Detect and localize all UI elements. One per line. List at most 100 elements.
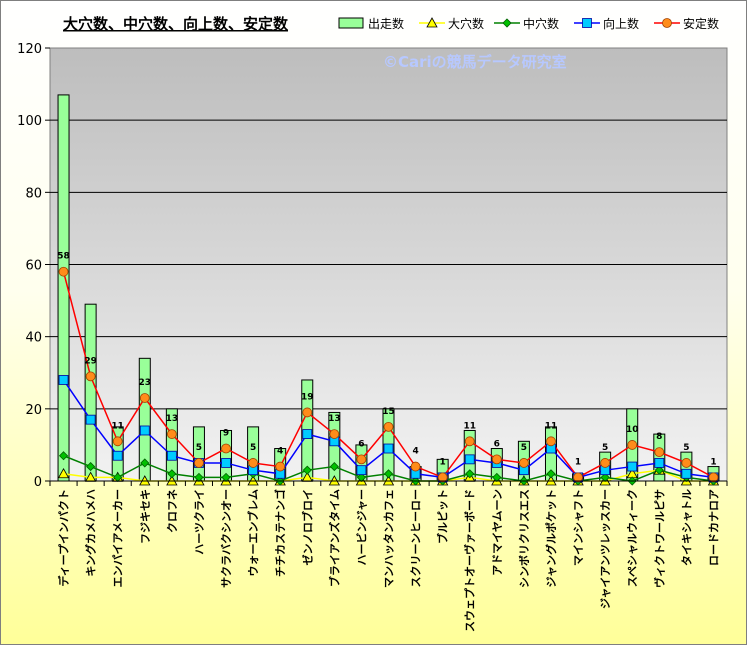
x-tick-label-0: ディープインパクト — [57, 489, 71, 587]
data-label-8: 4 — [277, 447, 283, 457]
point-安定数-14 — [437, 472, 448, 483]
y-tick-label-0: 0 — [34, 475, 42, 490]
point-中穴数-9 — [302, 465, 312, 475]
y-tick-label-40: 40 — [25, 331, 42, 346]
legend-label-大穴数: 大穴数 — [448, 16, 484, 31]
point-中穴数-10 — [329, 462, 339, 472]
data-label-18: 11 — [545, 421, 558, 431]
data-label-13: 4 — [412, 447, 418, 457]
x-tick-label-4: クロフネ — [166, 489, 179, 533]
bar-1 — [84, 303, 97, 482]
y-tick-label-80: 80 — [25, 186, 42, 201]
point-安定数-4 — [166, 429, 177, 439]
point-安定数-21 — [627, 440, 638, 450]
x-tick-label-3: フジキセキ — [139, 489, 152, 544]
point-安定数-16 — [491, 454, 502, 465]
point-安定数-5 — [194, 458, 204, 468]
point-安定数-1 — [85, 371, 96, 382]
point-安定数-18 — [546, 436, 556, 447]
x-tick-label-2: エンパイアメーカー — [112, 489, 125, 587]
point-向上数-4 — [166, 450, 177, 461]
x-tick-label-12: マンハッタンカフェ — [383, 489, 396, 588]
point-安定数-10 — [329, 429, 340, 439]
y-tick-label-60: 60 — [25, 259, 42, 274]
data-label-21: 10 — [626, 425, 639, 435]
point-安定数-12 — [383, 421, 394, 432]
data-label-0: 58 — [57, 252, 70, 262]
point-大穴数-0 — [57, 467, 70, 479]
data-label-5: 5 — [196, 443, 202, 453]
data-label-23: 5 — [683, 443, 689, 453]
legend-marker-安定数 — [662, 18, 672, 28]
grid-lines — [50, 119, 727, 410]
point-向上数-15 — [464, 454, 475, 465]
point-中穴数-15 — [465, 469, 475, 479]
point-向上数-2 — [112, 450, 123, 461]
x-tick-label-16: アドマイヤムーン — [491, 489, 504, 576]
point-安定数-20 — [600, 458, 611, 468]
x-tick-label-1: キングカメハメハ — [84, 489, 98, 577]
legend-marker-中穴数 — [502, 18, 512, 28]
x-tick-label-19: マインシャフト — [572, 489, 585, 566]
point-安定数-6 — [221, 443, 231, 454]
point-向上数-11 — [356, 465, 367, 476]
y-tick-label-20: 20 — [25, 403, 42, 418]
data-label-22: 8 — [656, 432, 662, 442]
x-tick-label-20: ジャイアンツレッスカー — [599, 489, 612, 609]
data-label-7: 5 — [250, 443, 256, 453]
y-tick-label-100: 100 — [17, 114, 42, 129]
legend-label-出走数: 出走数 — [368, 16, 404, 31]
data-label-11: 6 — [358, 439, 364, 449]
point-安定数-7 — [248, 458, 259, 468]
data-label-15: 11 — [463, 421, 476, 431]
point-向上数-22 — [654, 458, 665, 468]
watermark: ©Cariの競馬データ研究室 — [383, 53, 567, 71]
data-label-9: 19 — [301, 392, 314, 402]
point-中穴数-4 — [167, 469, 177, 479]
x-tick-label-24: ロードカナロア — [707, 489, 720, 566]
point-向上数-9 — [302, 429, 313, 439]
point-安定数-22 — [654, 447, 665, 458]
point-中穴数-18 — [546, 469, 556, 479]
x-tick-label-13: スクリーンヒーロー — [410, 489, 423, 587]
x-tick-label-21: スペシャルウィーク — [626, 489, 639, 587]
x-tick-label-10: ブライアンズタイム — [327, 489, 341, 587]
point-向上数-21 — [627, 461, 638, 472]
data-label-14: 1 — [440, 457, 446, 467]
data-label-2: 11 — [111, 421, 124, 431]
legend-label-向上数: 向上数 — [603, 16, 639, 31]
point-安定数-15 — [464, 436, 475, 447]
point-向上数-23 — [681, 468, 692, 479]
data-label-12: 15 — [382, 407, 395, 417]
point-安定数-8 — [275, 461, 286, 472]
legend-swatch-出走数 — [338, 17, 364, 29]
x-tick-label-18: ジャングルポケット — [544, 489, 558, 587]
point-安定数-11 — [356, 454, 367, 465]
point-向上数-0 — [58, 375, 69, 385]
legend-marker-大穴数 — [426, 17, 438, 28]
point-安定数-9 — [302, 407, 313, 418]
x-tick-label-5: ハーツクライ — [193, 489, 206, 555]
data-label-20: 5 — [602, 443, 608, 453]
x-tick-label-17: シンボリクリスエス — [517, 489, 531, 588]
x-axis: ディープインパクト キングカメハメハ エンパイアメーカー フジキセキ クロフネ ハーツクラ… — [49, 480, 728, 632]
y-axis: 0 20 40 60 80 100 120 — [17, 42, 50, 490]
x-tick-label-23: タイキシャトル — [680, 489, 693, 566]
point-向上数-6 — [221, 458, 231, 468]
point-中穴数-1 — [86, 462, 96, 472]
data-label-17: 5 — [521, 443, 527, 453]
point-安定数-0 — [58, 266, 69, 277]
data-label-10: 13 — [328, 414, 341, 424]
x-tick-label-8: チチカステナンゴ — [273, 489, 287, 577]
point-安定数-2 — [112, 436, 123, 447]
point-向上数-3 — [139, 425, 150, 436]
point-安定数-3 — [139, 393, 150, 403]
point-安定数-13 — [410, 461, 421, 472]
data-label-1: 29 — [84, 356, 97, 366]
chart-title: 大穴数、中穴数、向上数、安定数 — [63, 15, 289, 33]
legend-label-安定数: 安定数 — [683, 16, 719, 31]
x-tick-label-7: ウォーエンブレム — [246, 489, 260, 576]
